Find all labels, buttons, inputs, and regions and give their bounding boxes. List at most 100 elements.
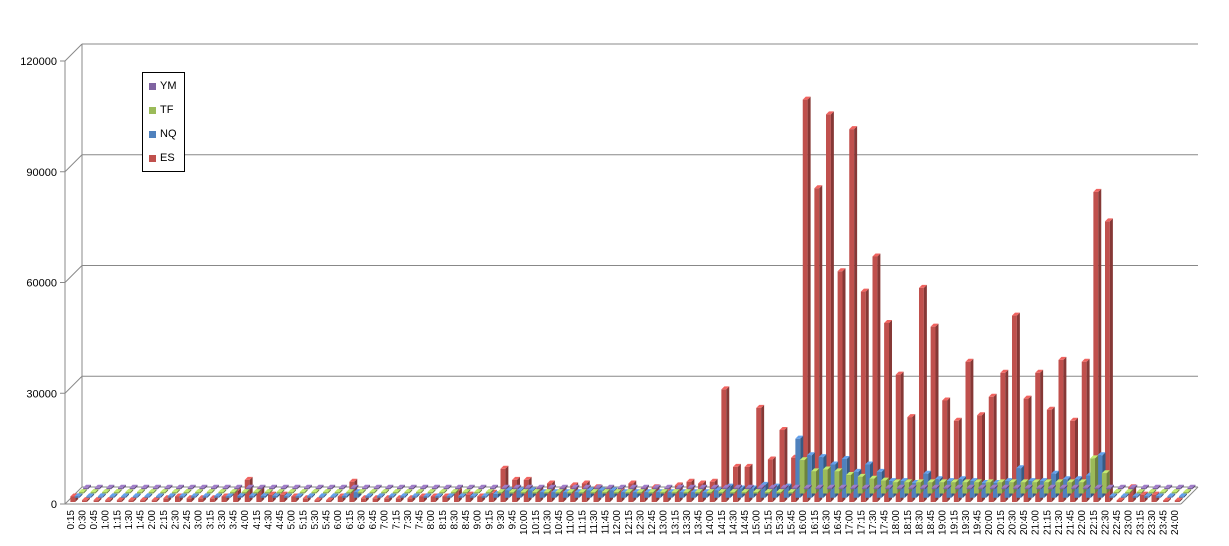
x-tick-label: 8:45 — [461, 510, 472, 530]
x-tick-label: 10:00 — [519, 510, 530, 535]
x-tick-label: 1:45 — [136, 510, 147, 530]
x-tick-label: 5:00 — [287, 510, 298, 530]
bar-tf — [567, 489, 576, 494]
bar-nq — [167, 493, 176, 498]
bar-tf — [102, 489, 111, 494]
x-tick-label: 5:30 — [310, 510, 321, 530]
bar-es — [721, 386, 730, 502]
bar-tf — [753, 489, 762, 494]
bar-nq — [376, 493, 385, 498]
bar-ym — [943, 484, 952, 490]
x-tick-label: 21:00 — [1031, 510, 1042, 535]
legend-swatch — [149, 106, 156, 114]
bar-ym — [199, 484, 208, 490]
x-tick-label: 21:45 — [1066, 510, 1077, 535]
x-tick-label: 24:00 — [1170, 510, 1181, 535]
bar-ym — [350, 484, 359, 490]
bar-ym — [641, 484, 650, 490]
bar-ym — [710, 484, 719, 490]
bar-es — [825, 111, 834, 502]
bar-ym — [850, 484, 859, 490]
x-tick-label: 20:30 — [1007, 510, 1018, 535]
bar-tf — [846, 472, 855, 494]
x-tick-label: 8:15 — [438, 510, 449, 530]
bar-tf — [160, 489, 169, 494]
bar-tf — [648, 489, 657, 494]
x-tick-label: 14:45 — [740, 510, 751, 535]
bar-es — [1011, 312, 1020, 502]
bar-es — [884, 319, 893, 502]
bar-ym — [1129, 484, 1138, 490]
bar-es — [116, 497, 125, 502]
x-tick-label: 16:15 — [810, 510, 821, 535]
bar-tf — [660, 489, 669, 494]
bar-tf — [532, 489, 541, 494]
bar-tf — [439, 489, 448, 494]
x-tick-label: 22:00 — [1077, 510, 1088, 535]
bar-nq — [1167, 493, 1176, 498]
bar-tf — [299, 489, 308, 494]
y-tick-label: 90000 — [26, 167, 57, 179]
bar-es — [814, 185, 823, 503]
bar-ym — [489, 484, 498, 490]
y-tick-label: 60000 — [26, 278, 57, 290]
gridlines — [60, 43, 1198, 505]
bar-ym — [908, 484, 917, 490]
x-tick-label: 8:00 — [426, 510, 437, 530]
x-tick-label: 13:15 — [670, 510, 681, 535]
bar-ym — [1047, 484, 1056, 490]
bar-nq — [272, 492, 281, 498]
x-tick-label: 7:45 — [415, 510, 426, 530]
bar-nq — [202, 493, 211, 498]
bar-es — [326, 497, 335, 502]
x-tick-label: 19:15 — [949, 510, 960, 535]
bar-ym — [559, 484, 568, 490]
bar-ym — [594, 484, 603, 490]
x-tick-label: 10:15 — [531, 510, 542, 535]
x-tick-label: 9:45 — [508, 510, 519, 530]
bar-tf — [264, 489, 273, 494]
bar-ym — [141, 484, 150, 490]
x-tick-label: 12:00 — [612, 510, 623, 535]
bar-nq — [1120, 493, 1129, 498]
bar-ym — [187, 484, 196, 490]
x-tick-label: 16:45 — [833, 510, 844, 535]
bar-es — [1000, 369, 1009, 502]
bar-ym — [931, 484, 940, 490]
bar-nq — [388, 493, 397, 498]
bar-es — [1104, 218, 1113, 502]
x-tick-label: 22:45 — [1112, 510, 1123, 535]
bar-ym — [768, 484, 777, 490]
x-tick-label: 5:45 — [322, 510, 333, 530]
x-tick-label: 2:00 — [147, 510, 158, 530]
x-tick-label: 22:30 — [1100, 510, 1111, 535]
bar-tf — [729, 489, 738, 494]
bar-nq — [307, 493, 316, 498]
bar-tf — [125, 489, 134, 494]
bar-tf — [1101, 470, 1110, 494]
bar-tf — [462, 489, 471, 494]
x-tick-label: 12:45 — [647, 510, 658, 535]
bar-es — [1058, 356, 1067, 502]
x-tick-label: 13:45 — [694, 510, 705, 535]
y-axis-tick-labels: 0 30000 60000 90000 120000 — [20, 56, 57, 511]
x-tick-label: 7:15 — [391, 510, 402, 530]
bar-ym — [722, 484, 731, 490]
bar-tf — [148, 489, 157, 494]
bar-ym — [1082, 484, 1091, 490]
bar-tf — [369, 489, 378, 494]
x-tick-label: 0:15 — [66, 510, 77, 530]
x-tick-label: 18:45 — [926, 510, 937, 535]
x-tick-label: 1:30 — [124, 510, 135, 530]
bar-tf — [787, 489, 796, 494]
bar-es — [1081, 358, 1090, 502]
bar-tf — [311, 489, 320, 494]
bar-es — [988, 393, 997, 502]
bar-es — [1116, 497, 1125, 502]
bar-tf — [857, 473, 866, 494]
bar-ym — [327, 484, 336, 490]
bar-es — [1174, 497, 1183, 502]
bar-tf — [601, 489, 610, 494]
bar-tf — [253, 489, 262, 494]
x-tick-label: 8:30 — [449, 510, 460, 530]
